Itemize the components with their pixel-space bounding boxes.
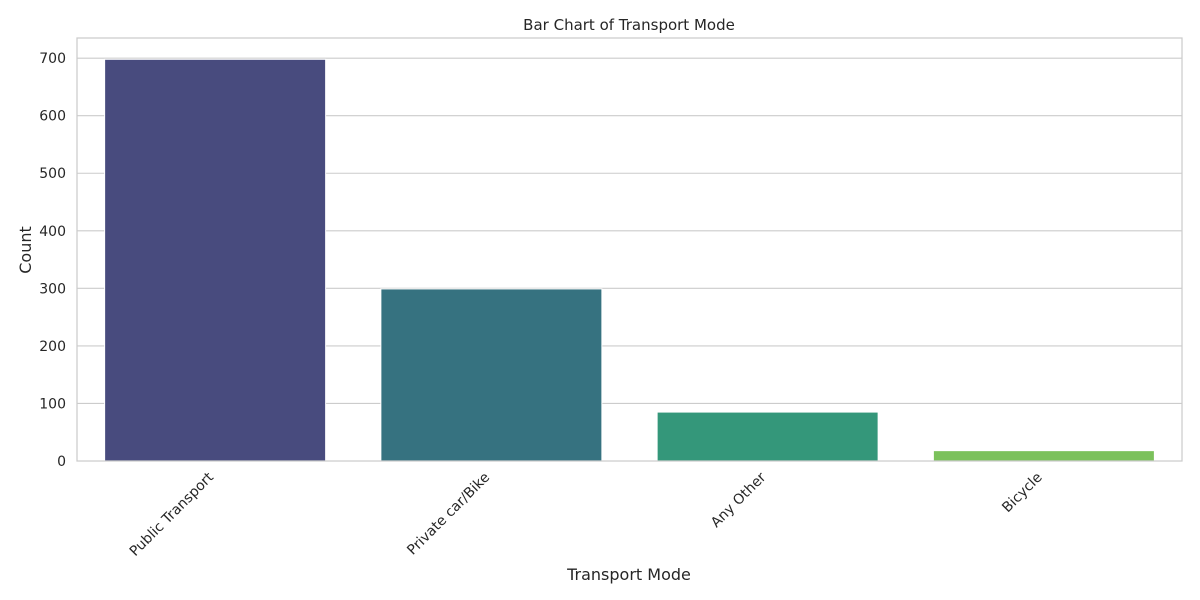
x-tick-label-bicycle: Bicycle (999, 470, 1045, 516)
x-tick-label-any-other: Any Other (708, 469, 770, 531)
y-tick-label-400: 400 (39, 224, 66, 240)
y-tick-label-300: 300 (39, 281, 66, 297)
y-tick-label-100: 100 (39, 396, 66, 412)
x-tick-label-public-transport: Public Transport (127, 469, 218, 560)
bar-public-transport (104, 58, 327, 462)
y-tick-label-500: 500 (39, 166, 66, 182)
y-tick-label-200: 200 (39, 339, 66, 355)
bar-any-other (656, 411, 879, 462)
chart-title: Bar Chart of Transport Mode (523, 16, 735, 34)
bars (104, 58, 1155, 462)
x-tick-label-private-car-bike: Private car/Bike (404, 470, 493, 559)
y-tick-label-600: 600 (39, 109, 66, 125)
x-axis-title: Transport Mode (566, 565, 691, 584)
plot-frame (76, 37, 1183, 462)
bar-bicycle (932, 450, 1155, 462)
y-tick-labels: 0 100 200 300 400 500 600 700 (39, 51, 66, 470)
y-tick-label-0: 0 (57, 454, 66, 470)
x-tick-labels: Public Transport Private car/Bike Any Othe… (127, 469, 1046, 560)
bar-private-car-bike (380, 288, 603, 462)
y-axis-title: Count (16, 226, 35, 274)
y-tick-label-700: 700 (39, 51, 66, 67)
